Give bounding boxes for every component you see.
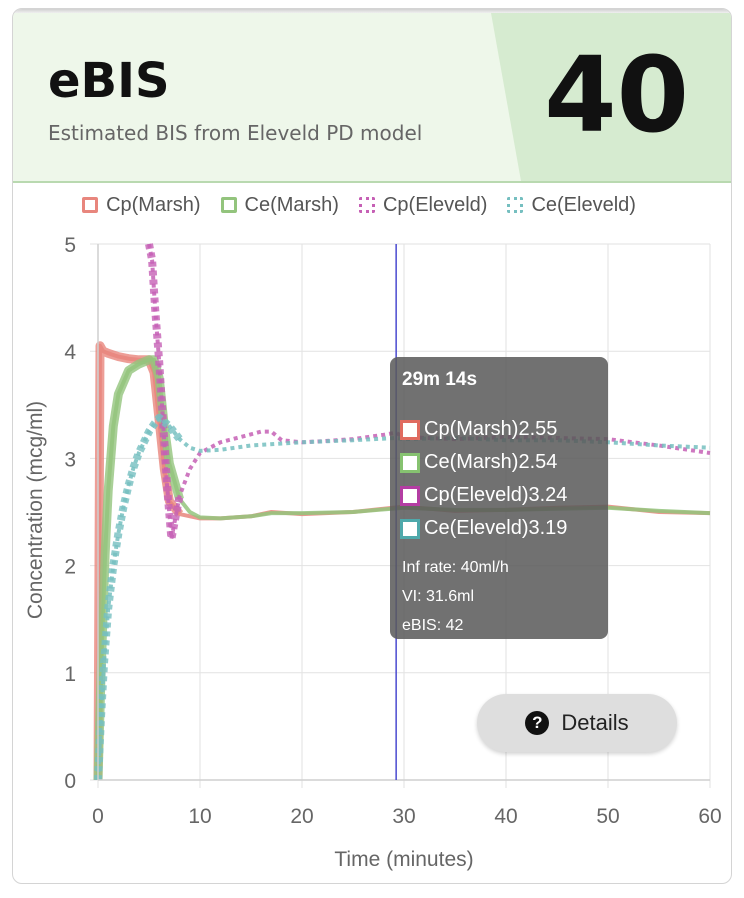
tooltip-vi: VI: 31.6ml [402,588,475,605]
legend-label-ce-eleveld: Ce(Eleveld) [531,193,636,216]
legend-item-cp-marsh[interactable]: Cp(Marsh) [82,190,201,220]
header-panel: eBIS Estimated BIS from Eleveld PD model… [13,13,731,183]
details-button-label: Details [561,710,629,735]
x-tick-label: 50 [596,805,619,828]
tooltip-row-ce-marsh: Ce(Marsh)2.54 [400,451,557,474]
legend-swatch-cp-marsh [82,197,99,213]
tooltip-inf-rate: Inf rate: 40ml/h [402,559,509,576]
y-axis-label: Concentration (mcg/ml) [24,401,47,619]
x-tick-label: 0 [92,805,104,828]
tooltip-swatch-ce-marsh [400,452,420,473]
legend-swatch-ce-eleveld [507,197,524,213]
tooltip-swatch-cp-eleveld [400,485,420,506]
legend-swatch-ce-marsh [220,197,237,213]
tooltip-swatch-cp-marsh [400,419,420,440]
legend-item-ce-eleveld[interactable]: Ce(Eleveld) [507,190,636,220]
x-tick-label: 10 [188,805,211,828]
tooltip-row-ce-eleveld: Ce(Eleveld)3.19 [400,517,567,540]
help-icon: ? [525,711,550,735]
y-tick-label: 3 [64,448,76,471]
y-tick-label: 5 [64,234,76,257]
x-tick-label: 20 [290,805,313,828]
legend-label-cp-eleveld: Cp(Eleveld) [382,193,488,216]
tooltip-text-cp-eleveld: Cp(Eleveld)3.24 [424,484,568,506]
tooltip-time: 29m 14s [402,369,478,390]
x-tick-label: 40 [494,805,517,828]
tooltip-row-cp-eleveld: Cp(Eleveld)3.24 [400,484,567,507]
series-induction-segment [94,413,183,781]
y-tick-label: 4 [64,341,76,364]
page-title: eBIS [48,53,170,109]
x-axis-label: Time (minutes) [334,848,473,871]
legend-item-cp-eleveld[interactable]: Cp(Eleveld) [358,190,488,220]
ebis-card: eBIS Estimated BIS from Eleveld PD model… [12,8,732,884]
y-tick-label: 0 [64,770,76,793]
score-background [491,13,731,181]
card-top-shadow [13,9,731,15]
tooltip-text-cp-marsh: Cp(Marsh)2.55 [424,418,558,440]
tooltip-text-ce-eleveld: Ce(Eleveld)3.19 [424,517,568,539]
y-tick-label: 2 [64,556,76,579]
tooltip-ebis: eBIS: 42 [402,617,464,634]
legend-item-ce-marsh[interactable]: Ce(Marsh) [220,190,339,220]
tooltip-text-ce-marsh: Ce(Marsh)2.54 [424,451,558,473]
ebis-score: 40 [544,34,689,156]
chart-legend: Cp(Marsh) Ce(Marsh) Cp(Eleveld) Ce(Eleve… [0,190,718,220]
page-subtitle: Estimated BIS from Eleveld PD model [48,121,423,145]
x-tick-label: 60 [698,805,721,828]
x-tick-label: 30 [392,805,415,828]
legend-label-cp-marsh: Cp(Marsh) [106,193,201,216]
tooltip-swatch-ce-eleveld [400,518,420,539]
legend-label-ce-marsh: Ce(Marsh) [244,193,339,216]
tooltip-row-cp-marsh: Cp(Marsh)2.55 [400,418,557,441]
details-button[interactable]: ? Details [477,694,677,752]
legend-swatch-cp-eleveld [358,197,375,213]
chart-tooltip: 29m 14s Cp(Marsh)2.55 Ce(Marsh)2.54 Cp(E… [390,357,608,639]
series-line-cp-eleveld [147,243,711,541]
y-tick-label: 1 [64,663,76,686]
